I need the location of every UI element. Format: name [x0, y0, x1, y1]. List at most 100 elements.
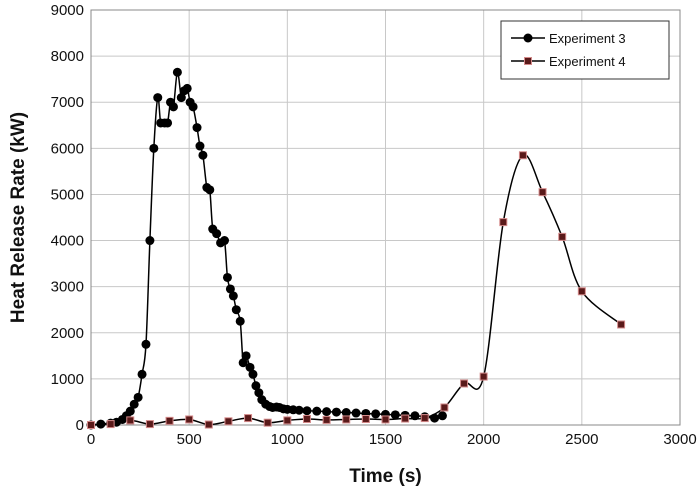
data-point-experiment-3 [222, 272, 232, 282]
data-point-experiment-3 [341, 408, 351, 418]
data-point-experiment-3 [351, 408, 361, 418]
data-point-experiment-3 [251, 381, 261, 391]
data-point-experiment-3 [153, 93, 163, 103]
y-tick-label: 1000 [51, 371, 84, 388]
data-point-experiment-4 [244, 414, 253, 423]
data-point-experiment-3 [182, 83, 192, 93]
data-point-experiment-4 [440, 403, 449, 412]
data-point-experiment-3 [205, 185, 215, 195]
data-point-experiment-4 [558, 232, 567, 241]
x-tick-label: 2000 [467, 431, 500, 448]
data-point-experiment-3 [302, 406, 312, 416]
data-point-experiment-3 [245, 362, 255, 372]
data-point-experiment-3 [172, 67, 182, 77]
y-tick-label: 2000 [51, 325, 84, 342]
data-point-experiment-4 [87, 421, 95, 429]
data-point-experiment-3 [125, 406, 135, 416]
data-point-experiment-4 [420, 414, 429, 423]
data-point-experiment-4 [263, 418, 272, 427]
y-tick-label: 4000 [51, 233, 84, 250]
data-point-experiment-4 [518, 151, 527, 160]
y-tick-label: 9000 [51, 2, 84, 19]
data-point-experiment-3 [149, 143, 159, 153]
data-point-experiment-4 [145, 420, 154, 429]
legend-label-experiment-4: Experiment 4 [549, 54, 626, 69]
data-point-experiment-3 [312, 406, 322, 416]
data-point-experiment-4 [204, 420, 213, 429]
x-tick-label: 3000 [663, 431, 696, 448]
y-tick-label: 0 [76, 417, 84, 434]
data-point-experiment-3 [212, 229, 222, 239]
data-point-experiment-4 [302, 415, 311, 424]
data-point-experiment-3 [437, 411, 447, 421]
x-tick-labels: 0 500 1000 1500 2000 2500 3000 [87, 431, 697, 448]
data-point-experiment-4 [126, 416, 135, 425]
data-point-experiment-4 [401, 414, 410, 423]
legend-box [500, 20, 670, 80]
data-point-experiment-4 [617, 320, 626, 329]
y-axis-label: Heat Release Rate (kW) [8, 112, 29, 323]
data-point-experiment-3 [176, 93, 186, 103]
data-point-experiment-3 [410, 411, 420, 421]
data-point-experiment-3 [294, 405, 304, 415]
y-tick-label: 8000 [51, 48, 84, 65]
data-point-experiment-3 [371, 409, 381, 419]
data-point-experiment-4 [165, 416, 174, 425]
data-point-experiment-3 [235, 316, 245, 326]
y-tick-label: 6000 [51, 140, 84, 157]
data-point-experiment-3 [145, 236, 155, 246]
data-point-experiment-3 [228, 291, 238, 301]
x-axis-label: Time (s) [349, 466, 422, 487]
x-tick-label: 1000 [271, 431, 304, 448]
data-point-experiment-3 [220, 236, 230, 246]
data-point-experiment-3 [137, 369, 147, 379]
data-point-experiment-3 [133, 392, 143, 402]
data-point-experiment-4 [185, 415, 194, 424]
data-point-experiment-4 [538, 188, 547, 197]
data-point-experiment-4 [460, 379, 469, 388]
data-point-experiment-4 [361, 415, 370, 424]
data-point-experiment-4 [283, 416, 292, 425]
legend: Experiment 3 Experiment 4 [500, 20, 670, 80]
y-tick-label: 7000 [51, 94, 84, 111]
data-point-experiment-4 [577, 287, 586, 296]
data-point-experiment-3 [254, 388, 264, 398]
x-tick-label: 500 [177, 431, 202, 448]
data-point-experiment-3 [198, 150, 208, 160]
data-point-experiment-3 [163, 118, 173, 128]
x-tick-label: 1500 [369, 431, 402, 448]
x-tick-label: 0 [87, 431, 95, 448]
data-point-experiment-4 [499, 218, 508, 227]
data-point-experiment-3 [248, 369, 258, 379]
series-layer [86, 67, 626, 430]
data-point-experiment-3 [241, 351, 251, 361]
legend-marker-experiment-4 [524, 57, 532, 65]
data-point-experiment-3 [225, 284, 235, 294]
data-point-experiment-3 [141, 339, 151, 349]
legend-marker-experiment-3 [523, 33, 533, 43]
data-point-experiment-3 [192, 123, 202, 133]
data-point-experiment-4 [224, 417, 233, 426]
data-point-experiment-3 [168, 102, 178, 112]
data-point-experiment-4 [479, 372, 488, 381]
data-point-experiment-3 [390, 410, 400, 420]
data-point-experiment-3 [231, 305, 241, 315]
data-point-experiment-4 [322, 415, 331, 424]
data-point-experiment-4 [342, 415, 351, 424]
y-tick-labels: 0 1000 2000 3000 4000 5000 6000 7000 8000 9000 [51, 2, 84, 434]
data-point-experiment-3 [331, 407, 341, 417]
y-tick-label: 3000 [51, 279, 84, 296]
data-point-experiment-3 [188, 102, 198, 112]
data-point-experiment-3 [238, 358, 248, 368]
data-point-experiment-4 [381, 415, 390, 424]
y-tick-label: 5000 [51, 186, 84, 203]
x-tick-label: 2500 [565, 431, 598, 448]
data-point-experiment-4 [106, 420, 115, 429]
data-point-experiment-3 [322, 407, 332, 417]
data-point-experiment-3 [129, 399, 139, 409]
data-point-experiment-3 [195, 141, 205, 151]
legend-label-experiment-3: Experiment 3 [549, 31, 626, 46]
plot-area [90, 9, 681, 426]
series-line-experiment-4 [90, 154, 622, 426]
